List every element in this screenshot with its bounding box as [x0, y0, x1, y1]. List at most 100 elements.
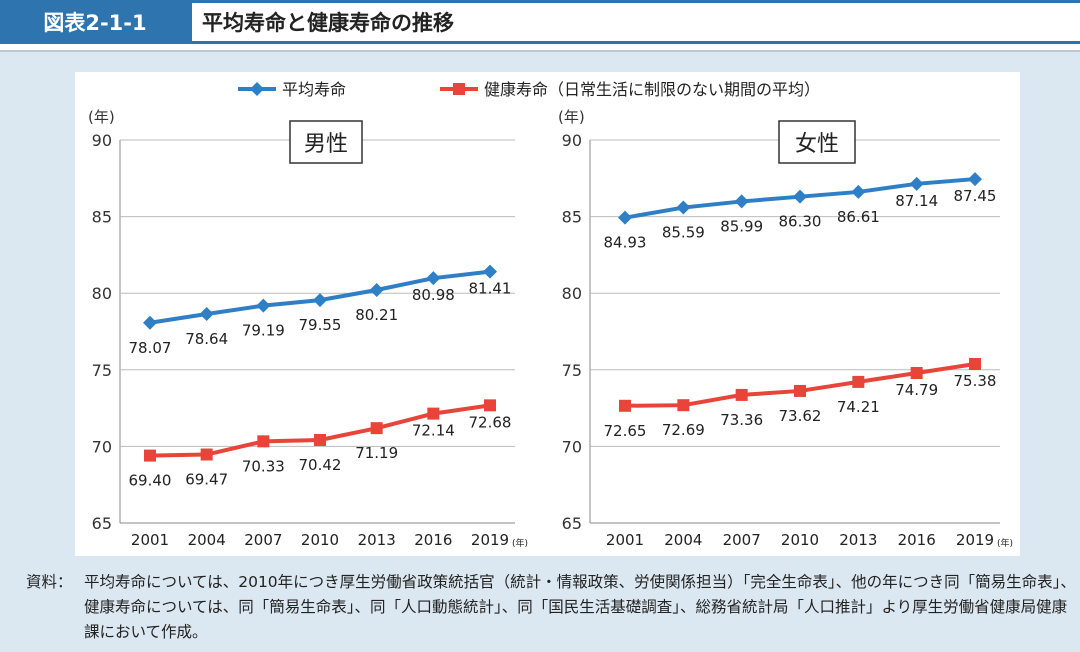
data-label: 85.99 [720, 217, 763, 235]
data-label: 87.45 [954, 187, 997, 205]
x-tick-label: 2016 [414, 531, 452, 549]
y-tick-label: 85 [92, 208, 112, 227]
data-point-diamond [968, 172, 982, 187]
data-point-square [257, 435, 270, 448]
data-point-diamond [483, 264, 497, 279]
data-label: 75.38 [954, 372, 997, 390]
x-tick-label: 2001 [131, 531, 169, 549]
legend-label: 健康寿命（日常生活に制限のない期間の平均） [484, 80, 820, 99]
data-point-square [200, 448, 213, 461]
data-point-square [794, 384, 806, 397]
x-unit-label: (年) [997, 537, 1013, 549]
data-label: 74.79 [895, 381, 938, 399]
data-label: 80.98 [412, 286, 455, 304]
data-point-diamond [143, 315, 157, 330]
data-label: 86.61 [837, 208, 880, 226]
y-tick-label: 70 [92, 437, 112, 456]
data-point-square [677, 399, 690, 412]
data-point-square [314, 433, 326, 446]
data-point-square [427, 407, 440, 420]
y-unit-label: (年) [558, 108, 585, 126]
panel-title-box [289, 120, 363, 164]
y-unit-label: (年) [88, 108, 115, 126]
header-bar: 図表2-1-1 平均寿命と健康寿命の推移 [0, 0, 1080, 44]
x-tick-label: 2007 [723, 531, 761, 549]
y-tick-label: 80 [562, 284, 582, 303]
x-tick-label: 2013 [358, 531, 396, 549]
x-tick-label: 2019 [956, 531, 994, 549]
data-point-diamond [426, 271, 441, 286]
data-label: 72.68 [469, 413, 512, 431]
data-point-diamond [313, 293, 327, 308]
data-label: 73.36 [720, 411, 763, 429]
legend-label: 平均寿命 [282, 80, 346, 99]
y-tick-label: 80 [92, 284, 112, 303]
data-label: 87.14 [895, 192, 938, 210]
data-label: 78.64 [185, 330, 228, 348]
y-tick-label: 65 [562, 514, 582, 533]
x-unit-label: (年) [512, 537, 528, 549]
data-point-diamond [618, 210, 632, 225]
data-label: 81.41 [469, 280, 512, 298]
data-label: 69.40 [129, 472, 172, 490]
data-point-diamond [734, 194, 749, 209]
data-point-diamond [676, 200, 691, 215]
figure-number: 図表2-1-1 [43, 11, 147, 35]
y-tick-label: 90 [92, 131, 112, 150]
data-label: 80.21 [355, 306, 398, 324]
data-point-square [735, 388, 748, 401]
data-point-square [370, 422, 383, 435]
data-label: 79.55 [299, 316, 342, 334]
data-point-square [910, 367, 923, 380]
panel-title: 男性 [304, 132, 348, 157]
data-point-square [484, 399, 496, 412]
source-label: 資料： [26, 573, 73, 591]
data-label: 74.21 [837, 398, 880, 416]
data-label: 86.30 [779, 213, 822, 231]
y-tick-label: 75 [562, 361, 582, 380]
x-tick-label: 2007 [244, 531, 282, 549]
source-text: 平均寿命については、2010年につき厚生労働省政策統括官（統計・情報政策、労使関… [84, 573, 1076, 641]
y-tick-label: 65 [92, 514, 112, 533]
data-point-square [969, 357, 981, 370]
x-tick-label: 2004 [664, 531, 702, 549]
data-point-diamond [256, 298, 271, 313]
figure-title: 平均寿命と健康寿命の推移 [192, 3, 1080, 41]
data-label: 72.69 [662, 421, 705, 439]
data-label: 70.42 [299, 456, 342, 474]
data-point-square [144, 449, 156, 462]
panel-title-box [778, 120, 856, 164]
data-point-square [619, 399, 631, 412]
data-label: 79.19 [242, 322, 285, 340]
data-label: 72.65 [604, 422, 647, 440]
data-point-diamond [851, 184, 866, 199]
data-label: 85.59 [662, 224, 705, 242]
data-point-square [852, 375, 865, 388]
x-tick-label: 2010 [781, 531, 819, 549]
data-point-diamond [793, 189, 807, 204]
legend-diamond-marker [250, 82, 264, 96]
y-tick-label: 90 [562, 131, 582, 150]
y-tick-label: 75 [92, 361, 112, 380]
x-tick-label: 2016 [898, 531, 936, 549]
x-tick-label: 2001 [606, 531, 644, 549]
y-tick-label: 70 [562, 437, 582, 456]
source-note: 資料： 平均寿命については、2010年につき厚生労働省政策統括官（統計・情報政策… [26, 570, 1076, 645]
data-label: 69.47 [185, 471, 228, 489]
data-label: 71.19 [355, 444, 398, 462]
chart-area [75, 72, 1020, 556]
x-tick-label: 2013 [839, 531, 877, 549]
x-tick-label: 2019 [471, 531, 509, 549]
y-tick-label: 85 [562, 208, 582, 227]
data-point-diamond [369, 282, 384, 297]
data-point-diamond [199, 307, 214, 322]
data-label: 78.07 [129, 339, 172, 357]
data-label: 72.14 [412, 422, 455, 440]
panel-title: 女性 [795, 132, 839, 157]
x-tick-label: 2004 [188, 531, 226, 549]
data-label: 70.33 [242, 457, 285, 475]
data-label: 84.93 [604, 234, 647, 252]
legend-square-marker [453, 83, 465, 95]
x-tick-label: 2010 [301, 531, 339, 549]
